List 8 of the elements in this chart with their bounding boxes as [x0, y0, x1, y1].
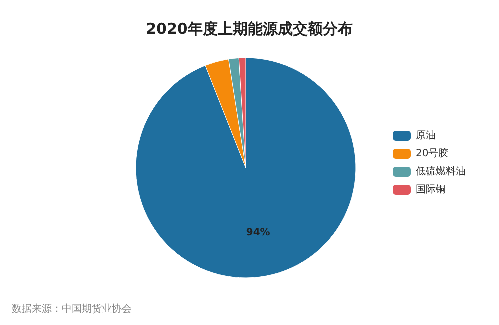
pie-slice [136, 58, 356, 278]
chart-title: 2020年度上期能源成交额分布 [146, 20, 353, 38]
legend-label: 低硫燃料油 [416, 166, 466, 178]
source-note: 数据来源：中国期货业协会 [12, 303, 132, 315]
legend-label: 国际铜 [416, 184, 446, 196]
legend-label: 原油 [416, 130, 436, 142]
data-label: 94% [246, 228, 270, 239]
legend-label: 20号胶 [416, 148, 449, 160]
